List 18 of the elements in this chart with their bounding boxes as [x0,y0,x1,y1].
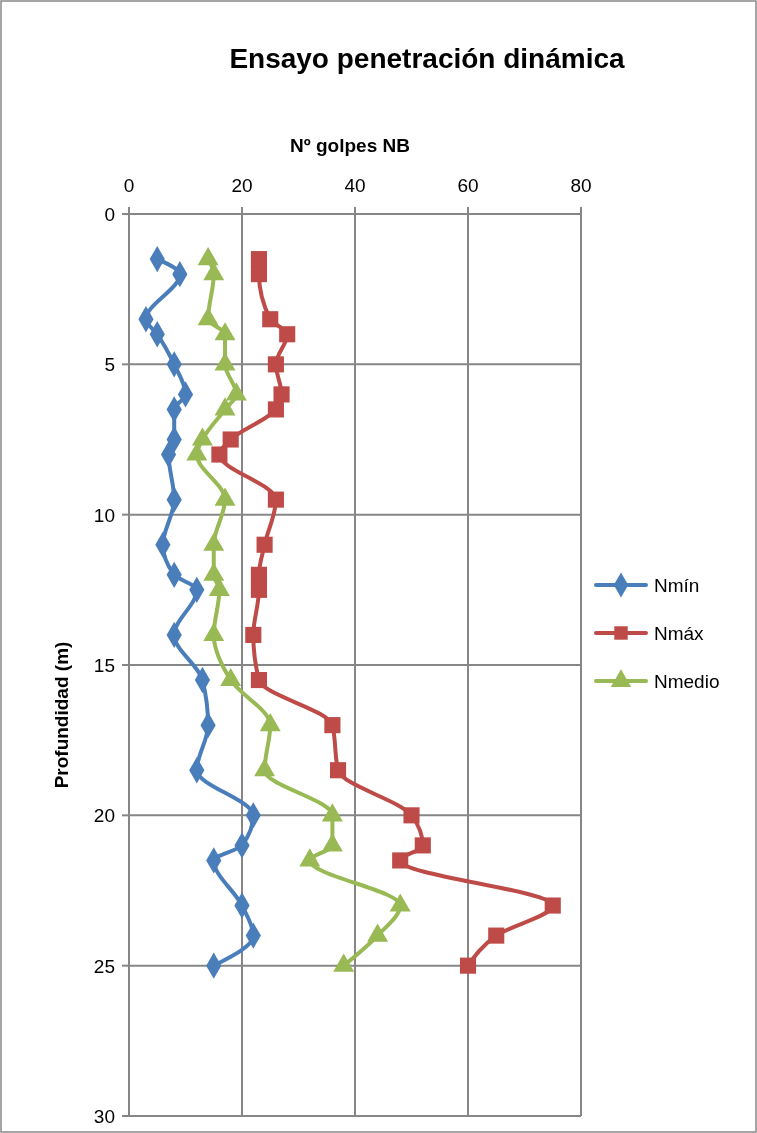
x-tick-label: 40 [344,175,366,196]
chart-title: Ensayo penetración dinámica [229,43,626,74]
y-tick-label: 5 [104,354,115,376]
y-tick-label: 0 [104,204,115,225]
x-axis-title: Nº golpes NB [290,135,410,156]
y-tick-label: 15 [93,655,115,676]
y-tick-label: 30 [93,1106,115,1127]
y-tick-label: 10 [93,504,115,526]
legend-label: Nmín [654,575,700,596]
y-tick-label: 20 [93,805,115,827]
legend-label: Nmáx [654,623,705,644]
y-tick-label: 25 [93,955,115,977]
x-tick-label: 0 [123,175,135,196]
x-tick-label: 80 [570,175,592,196]
legend-label: Nmedio [654,671,720,692]
x-tick-label: 60 [457,175,479,196]
x-tick-label: 20 [231,175,253,196]
y-axis-title: Profundidad (m) [51,641,72,789]
